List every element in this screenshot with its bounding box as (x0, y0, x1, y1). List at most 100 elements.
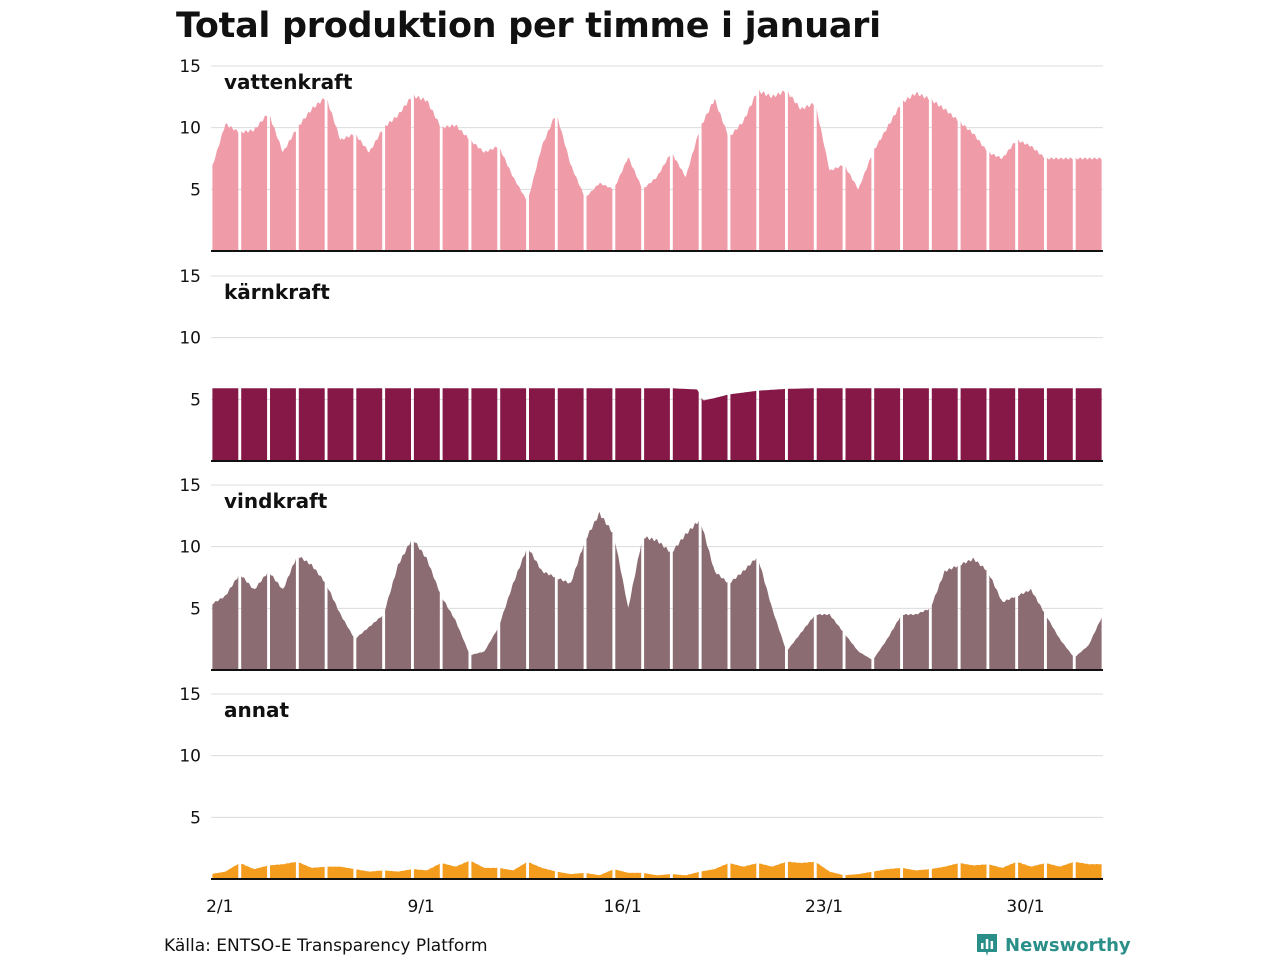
x-tick-label: 30/1 (1006, 897, 1044, 917)
area-kärnkraft-day (385, 388, 411, 461)
area-vindkraft-day (500, 550, 527, 670)
area-vattenkraft-day (903, 91, 929, 251)
area-annat-day (672, 871, 699, 879)
area-annat-day (1075, 862, 1102, 879)
area-annat-day (327, 866, 354, 879)
y-tick-label: 5 (190, 599, 201, 619)
area-vindkraft-day (615, 542, 642, 670)
area-vattenkraft-day (500, 148, 527, 251)
area-vattenkraft-day (816, 108, 843, 251)
area-annat-day (442, 860, 469, 879)
area-annat-day (413, 863, 440, 879)
area-vattenkraft-day (787, 90, 814, 251)
area-vattenkraft-day (442, 124, 469, 251)
area-kärnkraft-day (413, 388, 440, 461)
bar-chart-icon (977, 934, 997, 956)
area-vindkraft-day (759, 562, 785, 670)
area-kärnkraft-day (644, 388, 670, 461)
y-tick-label: 15 (179, 476, 201, 496)
y-tick-label: 5 (190, 180, 201, 200)
area-vindkraft-day (1075, 617, 1102, 670)
area-vattenkraft-day (557, 116, 584, 251)
area-annat-day (816, 862, 843, 879)
area-annat-day (759, 862, 785, 879)
y-tick-label: 10 (179, 329, 201, 349)
area-annat-day (787, 861, 814, 879)
area-kärnkraft-day (816, 388, 843, 461)
area-annat-day (1046, 862, 1073, 879)
area-vindkraft-day (241, 573, 268, 670)
area-vattenkraft-day (845, 157, 872, 251)
area-vattenkraft-day (1075, 157, 1102, 251)
y-tick-label: 10 (179, 538, 201, 558)
area-vattenkraft-day (270, 115, 296, 251)
area-vindkraft-day (845, 635, 872, 670)
area-annat-day (586, 869, 613, 879)
source-note: Källa: ENTSO-E Transparency Platform (164, 936, 488, 956)
area-vindkraft-day (730, 557, 757, 670)
area-annat-day (845, 871, 872, 879)
area-vindkraft-day (298, 557, 325, 670)
area-kärnkraft-day (471, 388, 498, 461)
area-kärnkraft-day (1075, 388, 1102, 461)
area-kärnkraft-day (442, 388, 469, 461)
area-kärnkraft-day (845, 388, 872, 461)
area-annat-day (385, 869, 411, 879)
x-tick-label: 9/1 (408, 897, 435, 917)
area-kärnkraft-day (874, 388, 901, 461)
area-vindkraft-day (1046, 617, 1073, 670)
area-vattenkraft-day (586, 182, 613, 251)
area-vattenkraft-day (471, 140, 498, 251)
series-label-kärnkraft: kärnkraft (224, 280, 330, 304)
area-annat-day (298, 862, 325, 879)
area-vindkraft-day (874, 616, 901, 670)
area-vindkraft-day (529, 550, 555, 670)
area-vattenkraft-day (1046, 157, 1073, 251)
brand-logo[interactable]: Newsworthy (975, 932, 1131, 958)
area-vindkraft-day (960, 557, 987, 670)
area-kärnkraft-day (730, 390, 757, 461)
area-kärnkraft-day (241, 388, 268, 461)
area-kärnkraft-day (787, 388, 814, 461)
area-vattenkraft-day (730, 95, 757, 251)
chart-title: Total produktion per timme i januari (176, 6, 881, 46)
area-vattenkraft-day (672, 134, 699, 251)
area-vindkraft-day (816, 613, 843, 670)
area-kärnkraft-day (960, 388, 987, 461)
area-vattenkraft-day (644, 155, 670, 251)
series-label-vindkraft: vindkraft (224, 489, 328, 513)
area-vattenkraft-day (385, 98, 411, 251)
area-kärnkraft-day (615, 388, 642, 461)
area-kärnkraft-day (672, 388, 699, 461)
area-vattenkraft-day (529, 117, 555, 251)
panel-kärnkraft: 5 10 15 kärnkraft (179, 267, 1103, 462)
area-vattenkraft-day (615, 157, 642, 251)
area-vindkraft-day (701, 525, 728, 670)
area-kärnkraft-day (500, 388, 527, 461)
area-vindkraft-day (557, 544, 584, 670)
area-kärnkraft-day (327, 388, 354, 461)
y-tick-label: 5 (190, 390, 201, 410)
y-tick-label: 15 (179, 685, 201, 705)
area-kärnkraft-day (298, 388, 325, 461)
area-vindkraft-day (644, 536, 670, 670)
y-tick-label: 10 (179, 747, 201, 767)
area-kärnkraft-day (903, 388, 929, 461)
area-vindkraft-day (931, 565, 958, 670)
area-kärnkraft-day (270, 388, 296, 461)
area-vattenkraft-day (212, 123, 239, 251)
series-label-vattenkraft: vattenkraft (224, 70, 353, 94)
y-tick-label: 15 (179, 57, 201, 77)
area-annat-day (241, 863, 268, 879)
area-annat-day (701, 863, 728, 879)
panel-annat: 5 10 15 annat (179, 685, 1103, 880)
area-vattenkraft-day (327, 99, 354, 252)
panel-vindkraft: 5 10 15 vindkraft (179, 476, 1103, 671)
area-annat-day (730, 863, 757, 879)
area-annat-day (500, 862, 527, 879)
area-kärnkraft-day (931, 388, 958, 461)
area-vindkraft-day (471, 629, 498, 670)
x-tick-label: 23/1 (805, 897, 843, 917)
y-tick-label: 10 (179, 119, 201, 139)
area-vindkraft-day (787, 616, 814, 670)
